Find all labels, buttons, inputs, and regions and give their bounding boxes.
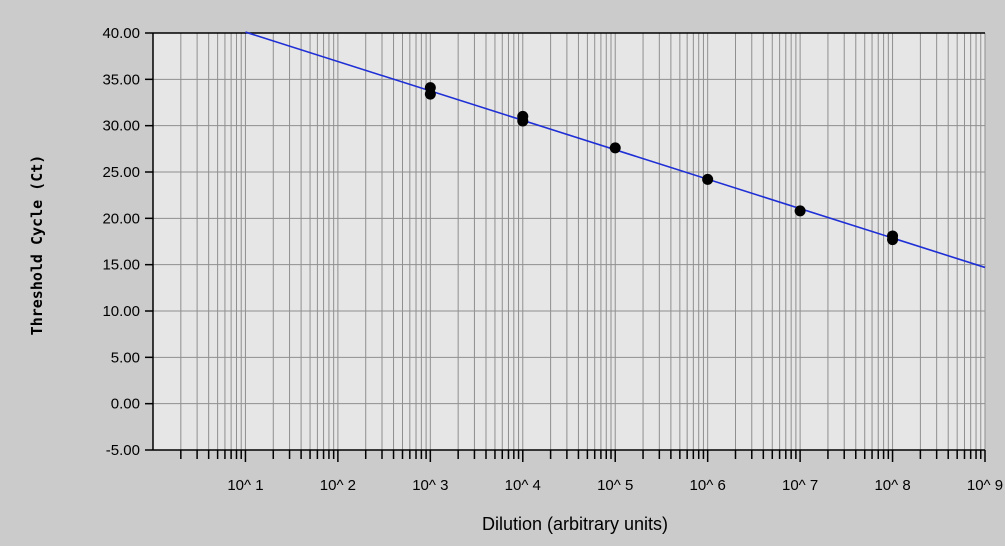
data-point (794, 205, 806, 217)
x-tick-label: 10^ 3 (412, 477, 448, 494)
data-point (887, 234, 899, 246)
data-point (702, 173, 714, 185)
y-tick-label: 35.00 (102, 71, 140, 88)
x-tick-label: 10^ 9 (967, 477, 1003, 494)
axes (152, 32, 985, 451)
plot-area (153, 33, 985, 450)
x-tick-labels: 10^ 1 10^ 2 10^ 3 10^ 4 10^ 5 10^ 6 10^ 7 10^ 8… (227, 477, 1003, 494)
data-point (424, 88, 436, 100)
x-tick-label: 10^ 6 (690, 477, 726, 494)
x-axis-label: Dilution (arbitrary units) (482, 514, 668, 534)
x-tick-label: 10^ 5 (597, 477, 633, 494)
data-point (517, 115, 529, 127)
y-tick-label: 20.00 (102, 210, 140, 227)
data-points-group (424, 82, 899, 246)
y-tick-label: 40.00 (102, 25, 140, 42)
x-tick-label: 10^ 2 (320, 477, 356, 494)
y-tick-label: 5.00 (111, 349, 140, 366)
y-tick-label: 15.00 (102, 257, 140, 274)
y-tick-label: 10.00 (102, 303, 140, 320)
x-tick-label: 10^ 7 (782, 477, 818, 494)
y-tick-label: 25.00 (102, 164, 140, 181)
x-tick-label: 10^ 8 (874, 477, 910, 494)
data-point (609, 142, 621, 154)
y-axis-label: Threshold Cycle (Ct) (28, 155, 46, 336)
y-tick-label: 30.00 (102, 118, 140, 135)
x-tick-label: 10^ 1 (227, 477, 263, 494)
y-tick-label: -5.00 (106, 442, 140, 459)
grid-lines (153, 32, 986, 451)
y-tick-labels: 40.00 35.00 30.00 25.00 20.00 15.00 10.00 5.00 0… (102, 25, 140, 459)
x-tick-label: 10^ 4 (505, 477, 541, 494)
tick-marks (145, 32, 986, 462)
y-tick-label: 0.00 (111, 396, 140, 413)
